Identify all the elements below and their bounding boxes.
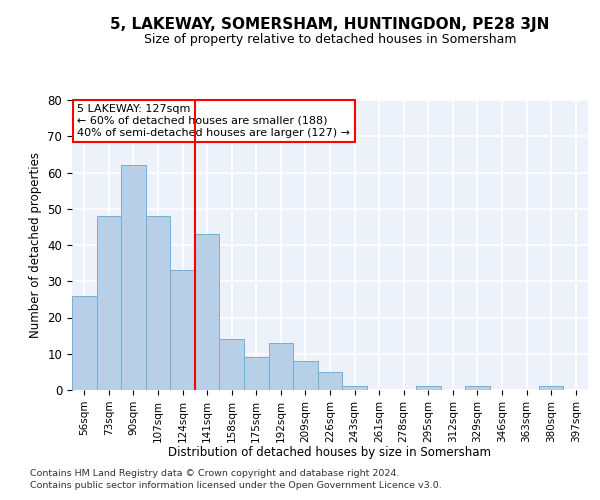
Text: Distribution of detached houses by size in Somersham: Distribution of detached houses by size … bbox=[169, 446, 491, 459]
Bar bbox=[146, 216, 170, 390]
Bar bbox=[97, 216, 121, 390]
Text: 5, LAKEWAY, SOMERSHAM, HUNTINGDON, PE28 3JN: 5, LAKEWAY, SOMERSHAM, HUNTINGDON, PE28 … bbox=[110, 18, 550, 32]
Bar bbox=[539, 386, 563, 390]
Bar bbox=[416, 386, 440, 390]
Text: Contains HM Land Registry data © Crown copyright and database right 2024.: Contains HM Land Registry data © Crown c… bbox=[30, 468, 400, 477]
Bar bbox=[195, 234, 220, 390]
Bar bbox=[293, 361, 318, 390]
Bar bbox=[244, 358, 269, 390]
Bar bbox=[220, 339, 244, 390]
Text: Contains public sector information licensed under the Open Government Licence v3: Contains public sector information licen… bbox=[30, 481, 442, 490]
Bar bbox=[342, 386, 367, 390]
Bar bbox=[121, 165, 146, 390]
Bar bbox=[465, 386, 490, 390]
Text: 5 LAKEWAY: 127sqm
← 60% of detached houses are smaller (188)
40% of semi-detache: 5 LAKEWAY: 127sqm ← 60% of detached hous… bbox=[77, 104, 350, 138]
Y-axis label: Number of detached properties: Number of detached properties bbox=[29, 152, 42, 338]
Bar bbox=[269, 343, 293, 390]
Bar bbox=[72, 296, 97, 390]
Bar bbox=[318, 372, 342, 390]
Bar bbox=[170, 270, 195, 390]
Text: Size of property relative to detached houses in Somersham: Size of property relative to detached ho… bbox=[144, 32, 516, 46]
